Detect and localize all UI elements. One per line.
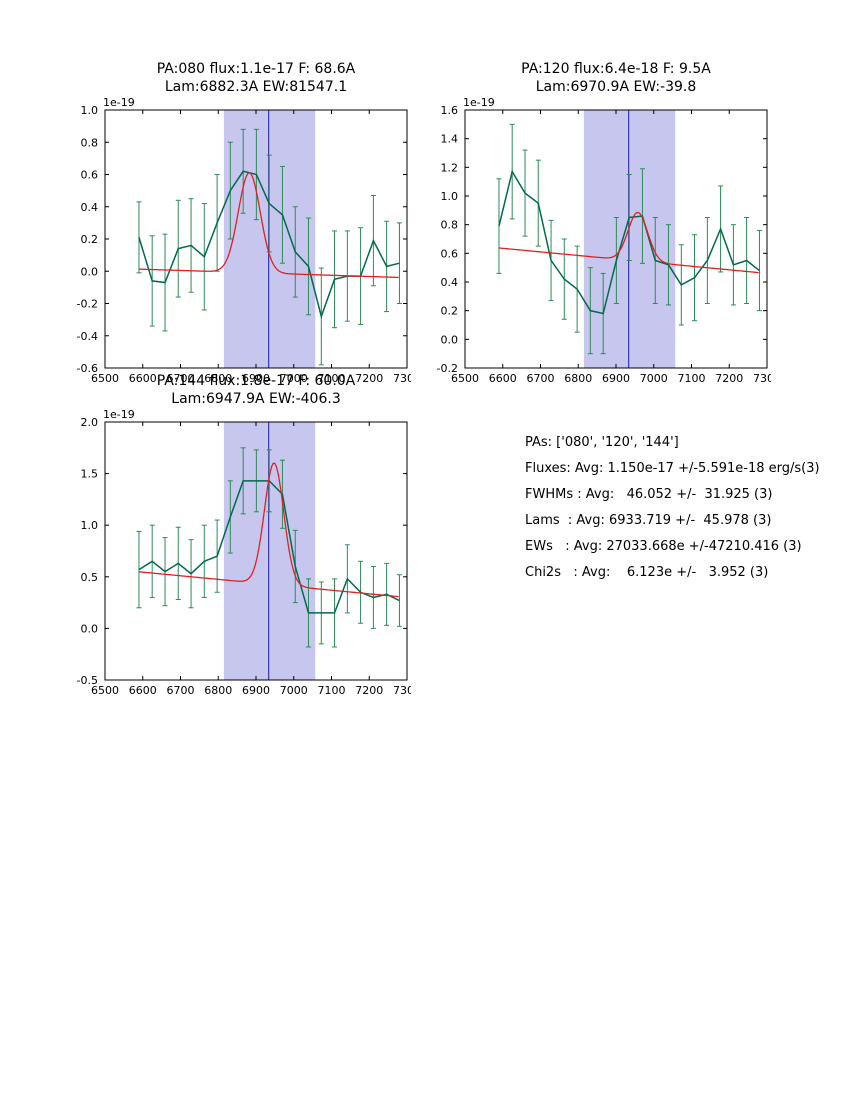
summary-line-pas: PAs: ['080', '120', '144']	[525, 435, 679, 450]
svg-text:6800: 6800	[564, 372, 592, 385]
chart-title: PA:144 flux:1.8e-17 F: 60.0A Lam:6947.9A…	[105, 372, 407, 408]
svg-text:7300: 7300	[753, 372, 771, 385]
svg-text:0.8: 0.8	[441, 219, 459, 232]
svg-text:1.6: 1.6	[441, 104, 459, 117]
svg-text:1.0: 1.0	[81, 519, 99, 532]
svg-text:6700: 6700	[527, 372, 555, 385]
svg-text:6600: 6600	[129, 684, 157, 697]
svg-text:0.0: 0.0	[81, 265, 99, 278]
svg-text:6500: 6500	[451, 372, 479, 385]
svg-text:6900: 6900	[242, 684, 270, 697]
summary-line-lams: Lams : Avg: 6933.719 +/- 45.978 (3)	[525, 513, 772, 528]
svg-text:1e-19: 1e-19	[103, 408, 135, 421]
chart-title: PA:080 flux:1.1e-17 F: 68.6A Lam:6882.3A…	[105, 60, 407, 96]
chart-title-line1: PA:120 flux:6.4e-18 F: 9.5A	[521, 61, 711, 77]
svg-text:2.0: 2.0	[81, 416, 99, 429]
svg-text:1.0: 1.0	[441, 190, 459, 203]
svg-text:-0.4: -0.4	[77, 330, 98, 343]
svg-text:-0.6: -0.6	[77, 362, 98, 375]
svg-text:6700: 6700	[167, 684, 195, 697]
svg-text:6500: 6500	[91, 684, 119, 697]
svg-text:1e-19: 1e-19	[103, 96, 135, 109]
svg-text:6600: 6600	[489, 372, 517, 385]
svg-text:7100: 7100	[678, 372, 706, 385]
svg-text:7100: 7100	[318, 684, 346, 697]
svg-text:7000: 7000	[640, 372, 668, 385]
svg-text:1e-19: 1e-19	[463, 96, 495, 109]
svg-text:1.4: 1.4	[441, 133, 459, 146]
svg-text:6900: 6900	[242, 372, 270, 385]
svg-text:7200: 7200	[355, 372, 383, 385]
svg-text:7000: 7000	[280, 684, 308, 697]
svg-text:7000: 7000	[280, 372, 308, 385]
svg-text:0.0: 0.0	[81, 622, 99, 635]
summary-line-ews: EWs : Avg: 27033.668e +/-47210.416 (3)	[525, 539, 802, 554]
summary-line-fluxes: Fluxes: Avg: 1.150e-17 +/-5.591e-18 erg/…	[525, 461, 820, 476]
chart-title-line2: Lam:6882.3A EW:81547.1	[164, 79, 348, 95]
spectrum-plot-pa120: 6500 6600 6700 6800 6900 7000 7100 7200 7300 -0.2…	[437, 96, 781, 385]
svg-text:0.2: 0.2	[81, 233, 99, 246]
summary-line-fwhms: FWHMs : Avg: 46.052 +/- 31.925 (3)	[525, 487, 773, 502]
svg-text:6800: 6800	[204, 372, 232, 385]
spectrum-chart-pa144: PA:144 flux:1.8e-17 F: 60.0A Lam:6947.9A…	[61, 372, 421, 704]
svg-text:6500: 6500	[91, 372, 119, 385]
svg-text:0.2: 0.2	[441, 305, 459, 318]
chart-title-line2: Lam:6970.9A EW:-39.8	[535, 79, 697, 95]
spectrum-chart-pa080: PA:080 flux:1.1e-17 F: 68.6A Lam:6882.3A…	[61, 60, 421, 392]
summary-line-chi2s: Chi2s : Avg: 6.123e +/- 3.952 (3)	[525, 565, 769, 580]
svg-text:0.6: 0.6	[441, 247, 459, 260]
svg-text:-0.2: -0.2	[77, 298, 98, 311]
svg-text:6700: 6700	[167, 372, 195, 385]
svg-text:6800: 6800	[204, 684, 232, 697]
spectrum-chart-pa120: PA:120 flux:6.4e-18 F: 9.5A Lam:6970.9A …	[421, 60, 781, 392]
svg-text:1.5: 1.5	[81, 468, 99, 481]
svg-text:-0.2: -0.2	[437, 362, 458, 375]
svg-text:0.6: 0.6	[81, 169, 99, 182]
svg-text:6600: 6600	[129, 372, 157, 385]
svg-text:0.5: 0.5	[81, 571, 99, 584]
svg-text:-0.5: -0.5	[77, 674, 98, 687]
statistics-summary: PAs: ['080', '120', '144'] Fluxes: Avg: …	[525, 430, 820, 586]
spectrum-plot-pa080: 650066006700680069007000710072007300-0.6…	[77, 96, 421, 385]
chart-title-line1: PA:080 flux:1.1e-17 F: 68.6A	[156, 61, 356, 77]
svg-text:7200: 7200	[355, 684, 383, 697]
svg-text:7100: 7100	[318, 372, 346, 385]
chart-title-line1: PA:144 flux:1.8e-17 F: 60.0A	[156, 373, 356, 389]
svg-text:1.0: 1.0	[81, 104, 99, 117]
svg-text:0.4: 0.4	[441, 276, 459, 289]
svg-text:0.8: 0.8	[81, 136, 99, 149]
svg-text:0.0: 0.0	[441, 333, 459, 346]
spectrum-plot-pa144: 6500 6600 6700 6800 6900 7000 7100 7200 7300 -0.5…	[77, 408, 421, 697]
chart-title-line2: Lam:6947.9A EW:-406.3	[171, 391, 341, 407]
svg-text:1.2: 1.2	[441, 161, 459, 174]
svg-text:0.4: 0.4	[81, 201, 99, 214]
svg-text:7300: 7300	[393, 684, 411, 697]
chart-title: PA:120 flux:6.4e-18 F: 9.5A Lam:6970.9A …	[465, 60, 767, 96]
svg-text:7200: 7200	[715, 372, 743, 385]
svg-text:6900: 6900	[602, 372, 630, 385]
